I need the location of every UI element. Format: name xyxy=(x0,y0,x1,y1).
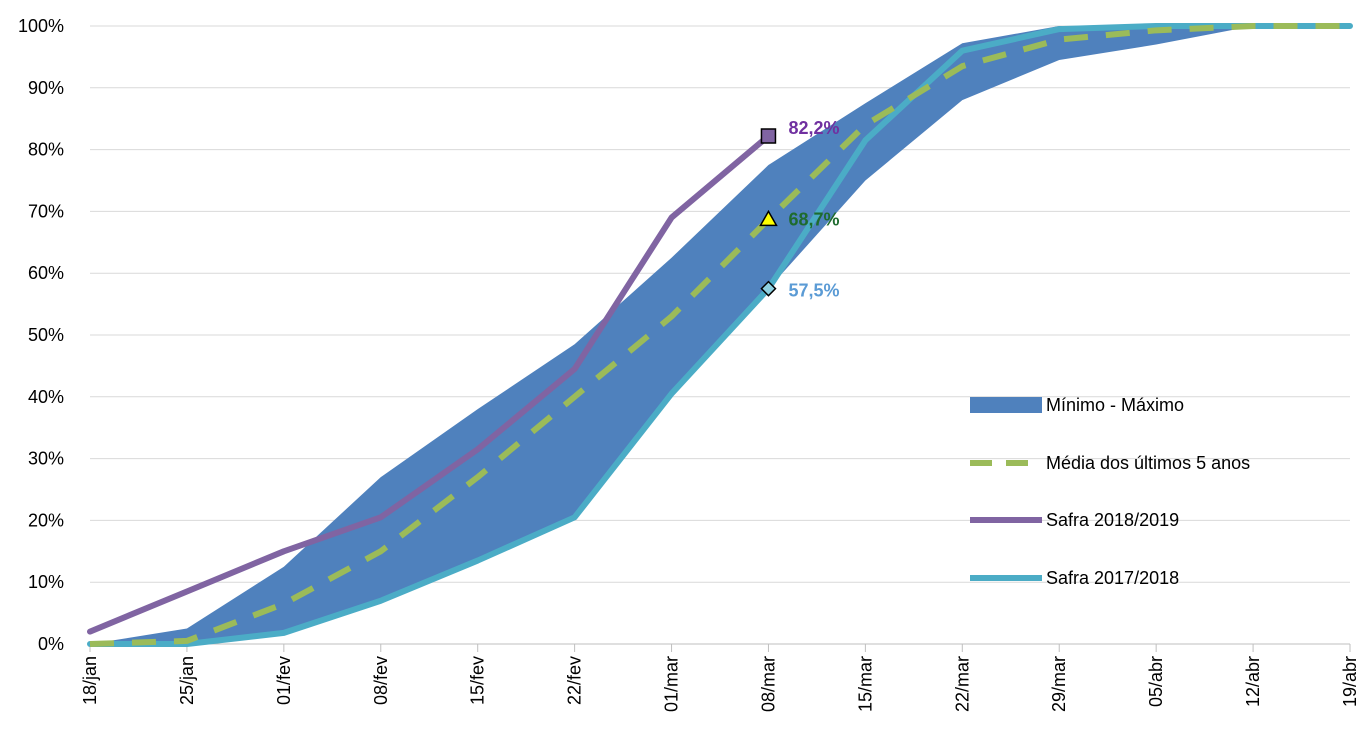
legend-label: Safra 2017/2018 xyxy=(1046,568,1179,588)
x-tick-label: 08/mar xyxy=(758,656,778,712)
y-tick-label: 0% xyxy=(38,634,64,654)
annotation-marker xyxy=(760,128,777,144)
x-tick-label: 05/abr xyxy=(1146,656,1166,707)
y-axis: 0% 10% 20% 30% 40% 50% 60% 70% 80% 90% 100% xyxy=(18,16,64,654)
y-tick-label: 30% xyxy=(28,449,64,469)
x-axis: 18/jan 25/jan 01/fev 08/fev 15/fev 22/fev 01/m… xyxy=(80,643,1360,712)
annotation-label: 82,2% xyxy=(788,118,839,138)
annotation-marker xyxy=(760,280,777,297)
x-tick-label: 15/mar xyxy=(855,656,875,712)
y-tick-label: 40% xyxy=(28,387,64,407)
y-tick-label: 100% xyxy=(18,16,64,36)
legend-swatch xyxy=(970,397,1042,413)
x-tick-label: 08/fev xyxy=(371,656,391,705)
series-line xyxy=(87,133,772,635)
y-tick-label: 90% xyxy=(28,78,64,98)
annotation-marker xyxy=(759,209,778,227)
annotations: 82,2% 68,7% 57,5% xyxy=(759,118,840,301)
y-tick-label: 60% xyxy=(28,263,64,283)
x-tick-label: 12/abr xyxy=(1243,656,1263,707)
band-area xyxy=(90,26,1350,644)
y-tick-label: 80% xyxy=(28,140,64,160)
y-tick-label: 50% xyxy=(28,325,64,345)
x-tick-label: 18/jan xyxy=(80,656,100,705)
x-tick-label: 22/mar xyxy=(952,656,972,712)
x-tick-label: 15/fev xyxy=(468,656,488,705)
x-tick-label: 25/jan xyxy=(177,656,197,705)
y-tick-label: 70% xyxy=(28,201,64,221)
x-tick-label: 01/fev xyxy=(274,656,294,705)
x-tick-label: 29/mar xyxy=(1049,656,1069,712)
x-tick-label: 22/fev xyxy=(565,656,585,705)
legend: Mínimo - Máximo Média dos últimos 5 anos S… xyxy=(970,395,1250,588)
x-tick-label: 01/mar xyxy=(662,656,682,712)
legend-label: Média dos últimos 5 anos xyxy=(1046,453,1250,473)
series-lines xyxy=(87,23,1353,647)
annotation-label: 68,7% xyxy=(788,209,839,229)
series-line xyxy=(87,23,1353,647)
y-tick-label: 10% xyxy=(28,572,64,592)
y-tick-label: 20% xyxy=(28,510,64,530)
legend-label: Mínimo - Máximo xyxy=(1046,395,1184,415)
series-line xyxy=(89,23,1350,647)
legend-label: Safra 2018/2019 xyxy=(1046,510,1179,530)
min-max-band xyxy=(90,26,1350,644)
x-tick-label: 19/abr xyxy=(1340,656,1360,707)
annotation-label: 57,5% xyxy=(788,281,839,301)
